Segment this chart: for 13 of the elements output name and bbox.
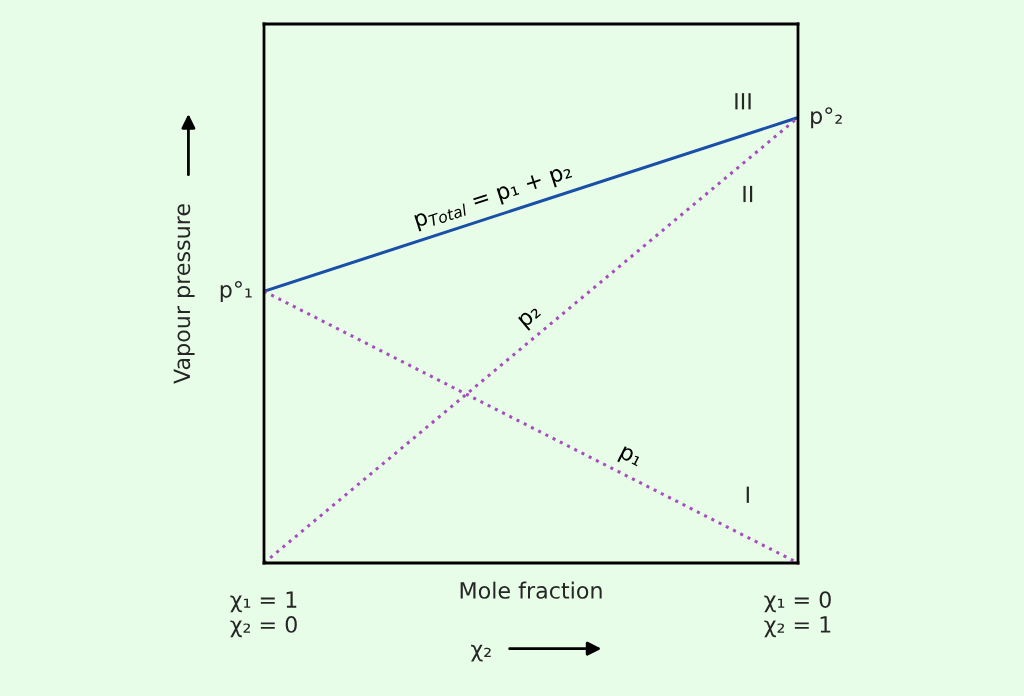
y-axis-title: Vapour pressure [173,204,195,384]
annotation: p°₁ [220,280,252,303]
annotation: p°₂ [811,107,842,129]
x-axis-title: Mole fraction [460,581,602,599]
text: III [735,93,751,110]
text: p$_{Total}$ = p₁ + p₂ [413,163,574,232]
text: p₁ [617,446,643,471]
text: p₂ [517,305,544,331]
x-tick-label: χ₁ = 1 χ₂ = 0 [230,591,297,638]
x-tick-label: χ₁ = 0 χ₂ = 1 [764,591,831,638]
annotation: II [743,185,753,203]
text: χ₂ [471,644,491,662]
annotation: I [746,486,749,503]
